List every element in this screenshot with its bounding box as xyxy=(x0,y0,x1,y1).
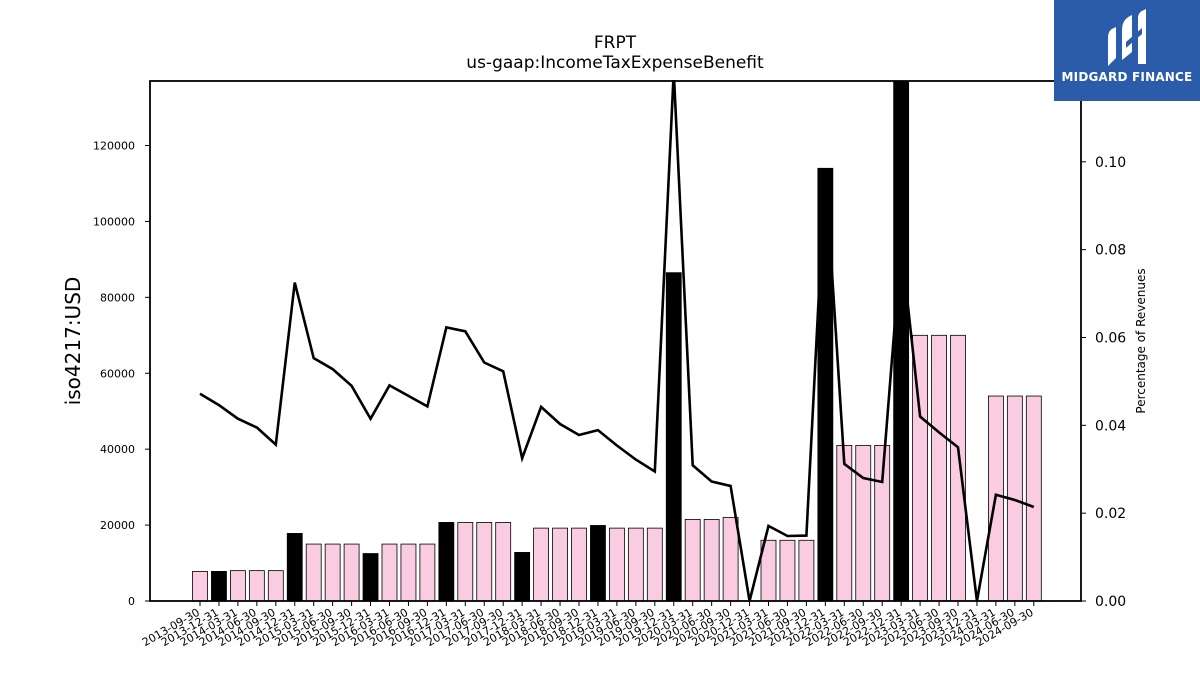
line-layer xyxy=(199,80,1035,601)
bar-2017-06-30 xyxy=(476,522,493,602)
y-tick-label-100000: 100000 xyxy=(93,215,135,228)
bars-layer xyxy=(192,80,1042,602)
y2-tick-label-0.02: 0.02 xyxy=(1095,506,1126,522)
y-tick-label-120000: 120000 xyxy=(93,140,135,153)
y2-tick-label-0.06: 0.06 xyxy=(1095,330,1126,346)
bar-2020-03-31 xyxy=(684,518,701,602)
y2-tick-label-0.08: 0.08 xyxy=(1095,243,1126,259)
bar-2013-12-31 xyxy=(211,570,227,602)
bar-2024-09-30 xyxy=(1025,395,1042,602)
bar-2017-03-31 xyxy=(457,522,474,602)
y-tick-label-20000: 20000 xyxy=(100,519,135,532)
bar-2017-09-30 xyxy=(495,522,512,602)
bar-2015-09-30 xyxy=(343,543,360,602)
bar-2019-06-30 xyxy=(627,527,644,602)
bar-2019-09-30 xyxy=(646,527,663,602)
bar-2014-03-31 xyxy=(229,570,246,602)
axes-layer: 0 20000 40000 60000 80000 100000 120000 0.00 0.0… xyxy=(93,80,1126,649)
bar-2020-06-30 xyxy=(703,518,720,602)
bar-2017-12-31 xyxy=(514,552,531,602)
bar-2022-12-31 xyxy=(893,80,910,602)
bar-2015-06-30 xyxy=(324,543,341,602)
y2-axis-label: Percentage of Revenues xyxy=(1134,268,1148,413)
bar-2013-09-30 xyxy=(192,570,208,602)
bar-2016-06-30 xyxy=(400,543,417,602)
bar-2020-09-30 xyxy=(722,517,739,602)
logo-text: MIDGARD FINANCE xyxy=(1061,70,1193,84)
bar-2016-12-31 xyxy=(438,522,455,602)
bar-2016-09-30 xyxy=(419,543,436,602)
bar-2015-12-31 xyxy=(362,553,379,602)
bar-2018-12-31 xyxy=(590,525,606,602)
y-axis-label: iso4217:USD xyxy=(61,277,85,406)
bar-2018-09-30 xyxy=(571,527,587,602)
y-tick-label-40000: 40000 xyxy=(100,443,135,456)
revenue-percentage-line xyxy=(199,80,1035,601)
bar-2014-09-30 xyxy=(267,570,284,602)
y2-tick-label-0.04: 0.04 xyxy=(1095,418,1126,434)
bar-2018-03-31 xyxy=(533,527,549,602)
y-tick-label-0: 0 xyxy=(128,595,135,608)
logo: MIDGARD FINANCE xyxy=(1054,0,1200,101)
y-tick-label-80000: 80000 xyxy=(100,291,135,304)
bar-2019-12-31 xyxy=(665,272,682,602)
bar-2019-03-31 xyxy=(609,527,625,602)
bar-2023-09-30 xyxy=(950,334,966,602)
bar-2015-03-31 xyxy=(305,543,322,602)
logo-mark-icon xyxy=(1108,9,1146,66)
chart-title: FRPT xyxy=(594,33,637,53)
bar-2021-06-30 xyxy=(779,539,796,602)
bar-2016-03-31 xyxy=(381,543,398,602)
plot-frame xyxy=(149,80,1082,602)
bar-2022-06-30 xyxy=(855,444,872,602)
bar-2021-09-30 xyxy=(798,539,815,602)
y2-tick-label-0.00: 0.00 xyxy=(1095,594,1126,610)
bar-2014-06-30 xyxy=(248,570,265,602)
chart-subtitle: us-gaap:IncomeTaxExpenseBenefit xyxy=(466,53,764,73)
y2-tick-label-0.10: 0.10 xyxy=(1095,155,1126,171)
bar-2023-06-30 xyxy=(931,334,947,602)
bar-2018-06-30 xyxy=(552,527,568,602)
bar-2014-12-31 xyxy=(286,533,303,602)
y-tick-label-60000: 60000 xyxy=(100,367,135,380)
